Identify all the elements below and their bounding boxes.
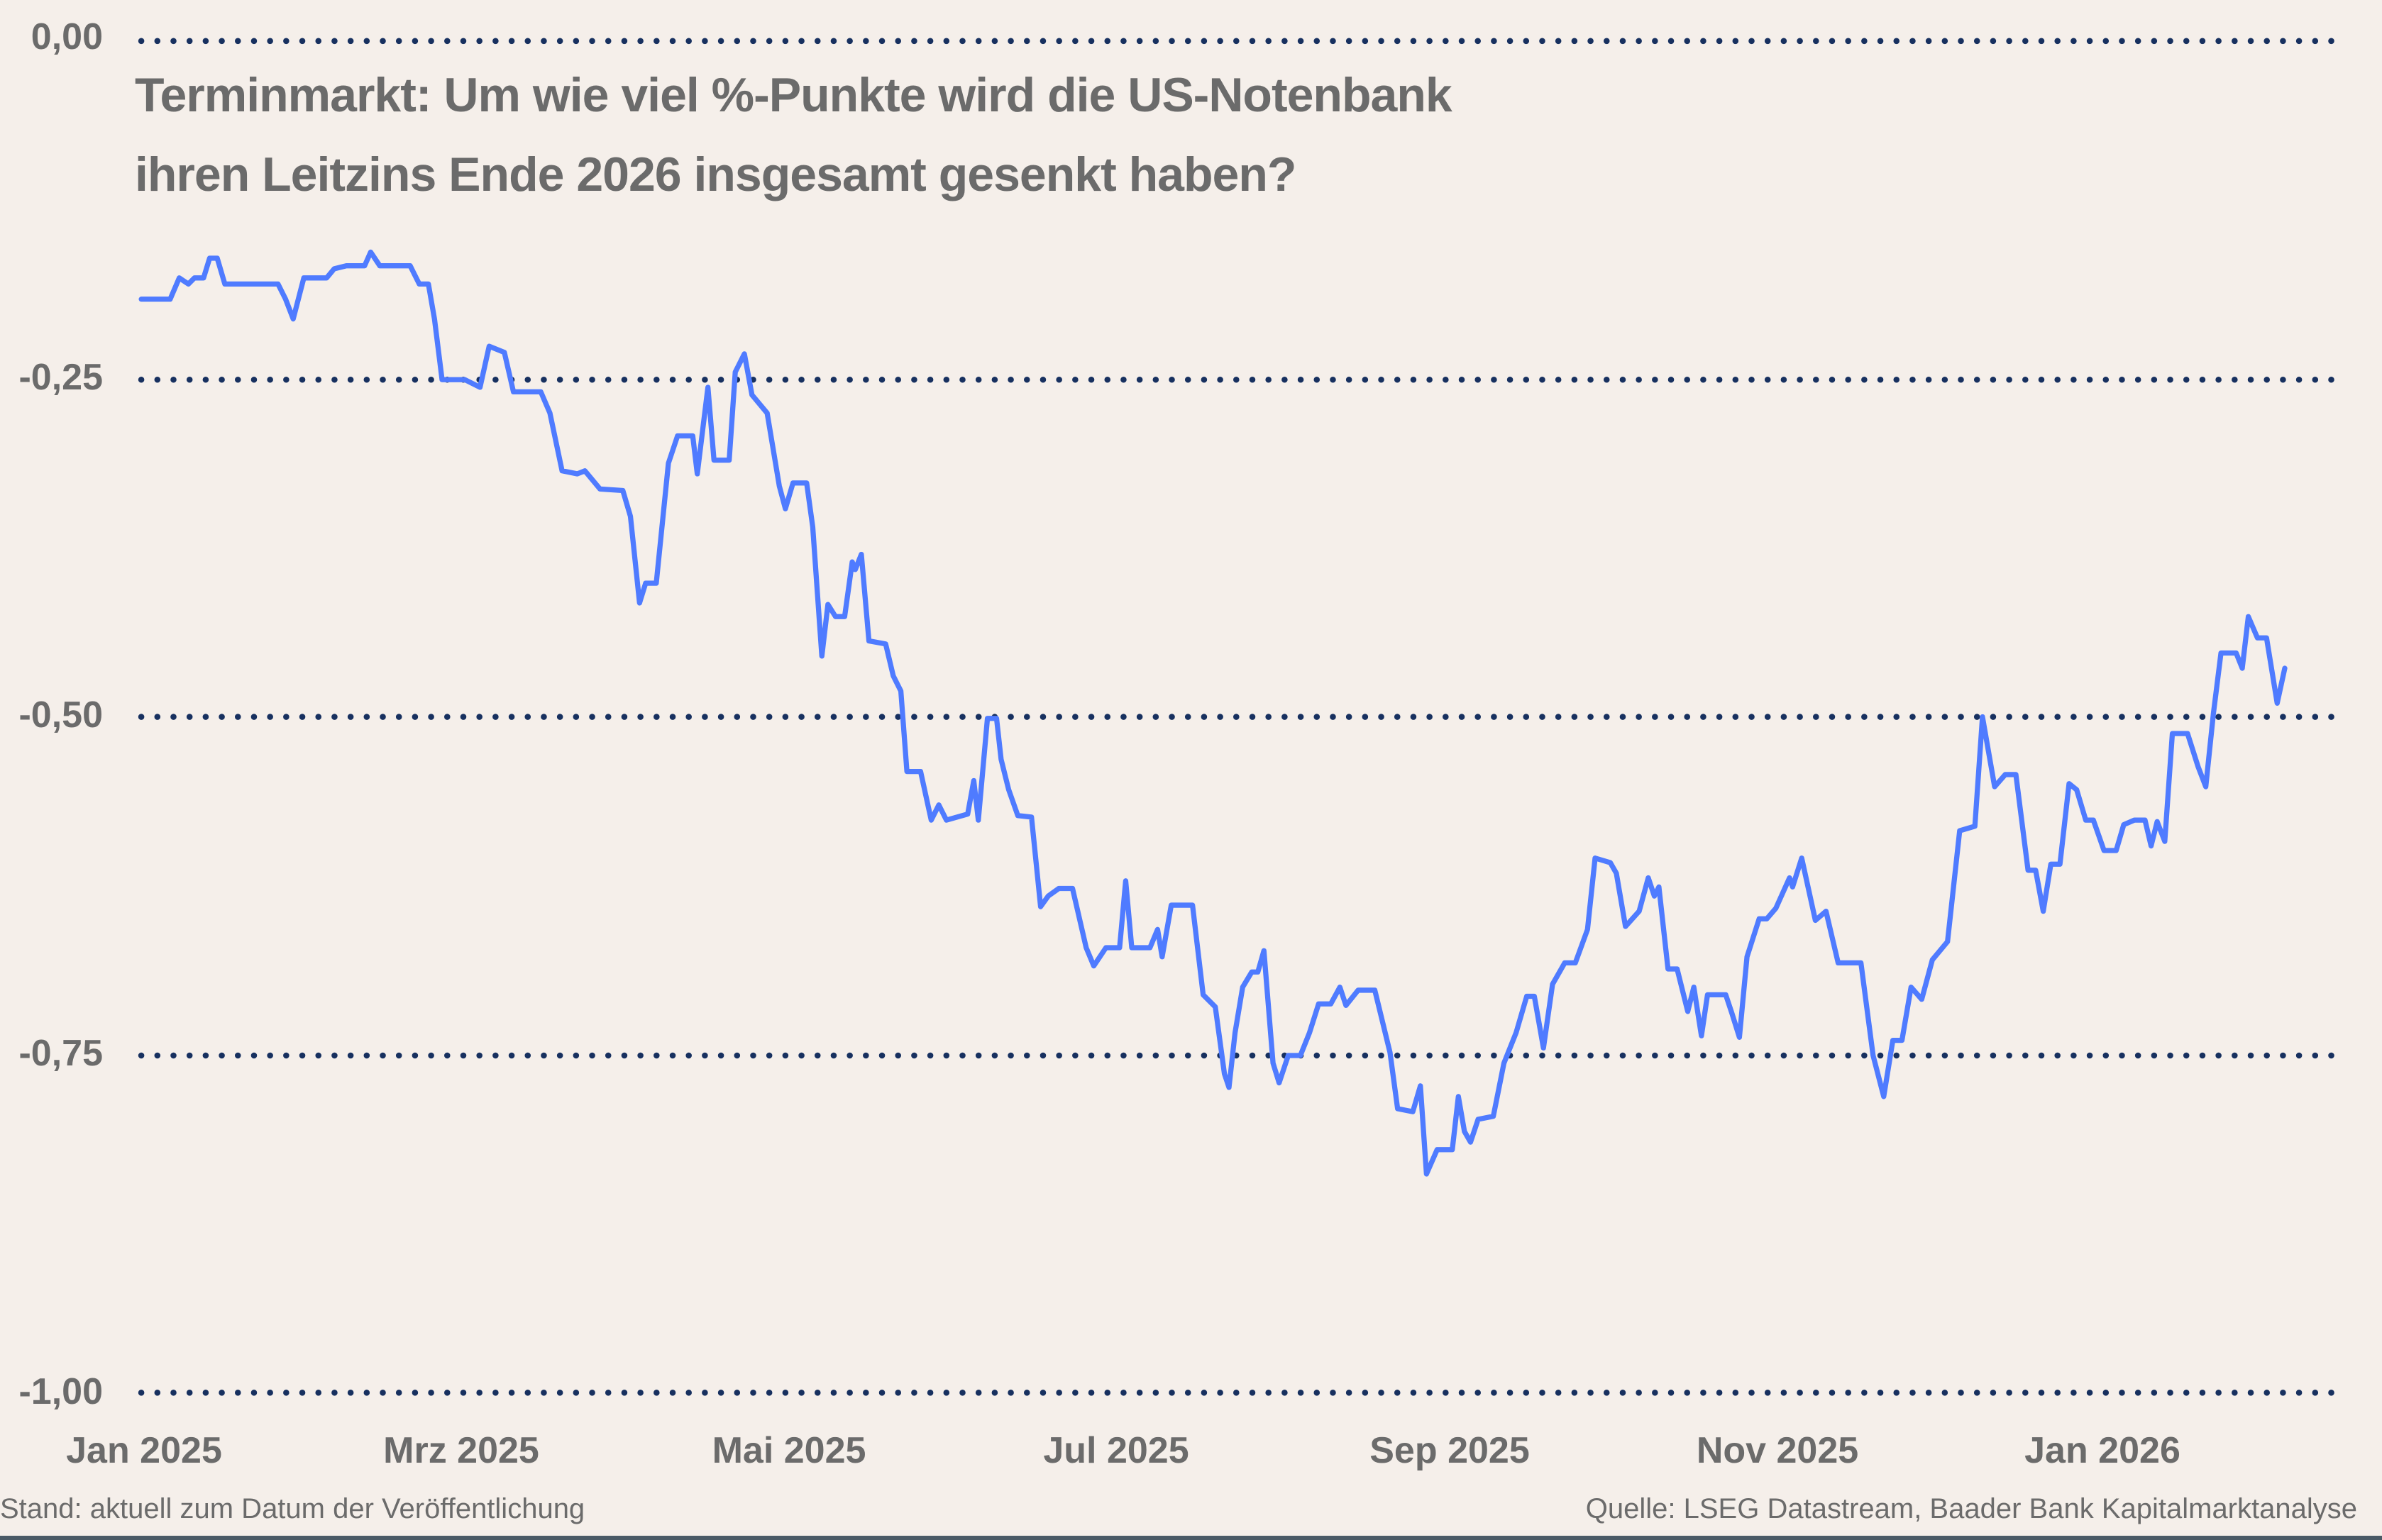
title-line-1: Terminmarkt: Um wie viel %-Punkte wird d…	[135, 68, 1452, 122]
xtick-label: Mai 2025	[712, 1430, 866, 1471]
chart-title: Terminmarkt: Um wie viel %-Punkte wird d…	[135, 55, 1452, 214]
ytick-label: 0,00	[31, 16, 103, 57]
xtick-label: Jul 2025	[1043, 1430, 1189, 1471]
xtick-label: Nov 2025	[1696, 1430, 1859, 1471]
ytick-label: -0,25	[18, 357, 103, 398]
xtick-label: Jan 2025	[66, 1430, 222, 1471]
bottom-border	[0, 1536, 2382, 1540]
xtick-label: Sep 2025	[1369, 1430, 1530, 1471]
ytick-label: -0,50	[18, 694, 103, 736]
gridlines	[138, 38, 2351, 1396]
xtick-label: Jan 2026	[2024, 1430, 2180, 1471]
ytick-label: -1,00	[18, 1371, 103, 1412]
footer-stand: Stand: aktuell zum Datum der Veröffentli…	[0, 1493, 585, 1524]
xtick-label: Mrz 2025	[383, 1430, 539, 1471]
footer-source: Quelle: LSEG Datastream, Baader Bank Kap…	[1585, 1493, 2357, 1524]
series-line	[138, 249, 2288, 1177]
title-line-2: ihren Leitzins Ende 2026 insgesamt gesen…	[135, 148, 1296, 201]
ytick-label: -0,75	[18, 1033, 103, 1074]
